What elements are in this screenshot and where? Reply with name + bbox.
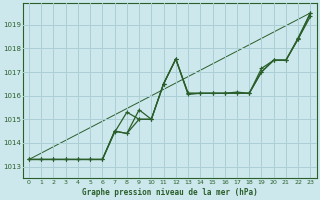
X-axis label: Graphe pression niveau de la mer (hPa): Graphe pression niveau de la mer (hPa) [82,188,258,197]
